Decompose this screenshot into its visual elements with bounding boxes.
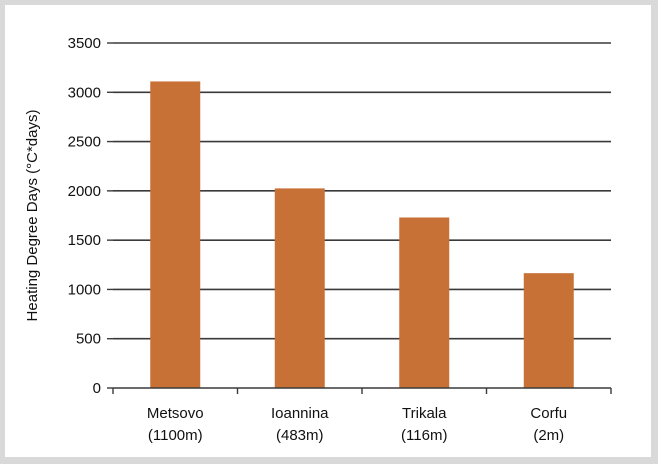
x-sublabel-corfu: (2m) bbox=[533, 427, 564, 444]
y-tick-label-1500: 1500 bbox=[68, 232, 101, 249]
y-axis-ticks: 0 500 1000 1500 2000 2500 3000 3500 bbox=[68, 35, 113, 397]
chart-frame: 0 500 1000 1500 2000 2500 3000 3500 Metsovo (110… bbox=[5, 5, 651, 457]
bar-trikala bbox=[399, 217, 450, 388]
x-sublabel-trikala: (116m) bbox=[401, 427, 447, 444]
bar-chart: 0 500 1000 1500 2000 2500 3000 3500 Metsovo (110… bbox=[24, 35, 612, 444]
bars bbox=[150, 81, 574, 388]
bar-ioannina bbox=[274, 188, 325, 388]
x-label-corfu: Corfu bbox=[530, 405, 567, 422]
x-label-metsovo: Metsovo bbox=[147, 405, 204, 422]
y-tick-label-500: 500 bbox=[76, 331, 101, 348]
x-axis bbox=[112, 387, 612, 394]
x-sublabel-ioannina: (483m) bbox=[276, 427, 324, 444]
bar-corfu bbox=[523, 273, 574, 388]
x-sublabel-metsovo: (1100m) bbox=[148, 427, 203, 444]
y-tick-label-3000: 3000 bbox=[68, 84, 101, 101]
y-tick-label-2000: 2000 bbox=[68, 183, 101, 200]
bar-metsovo bbox=[150, 81, 201, 388]
y-tick-label-3500: 3500 bbox=[68, 35, 101, 52]
y-tick-label-0: 0 bbox=[93, 380, 101, 397]
x-label-ioannina: Ioannina bbox=[271, 405, 329, 422]
y-tick-label-2500: 2500 bbox=[68, 134, 101, 151]
x-label-trikala: Trikala bbox=[402, 405, 447, 422]
y-tick-label-1000: 1000 bbox=[68, 281, 101, 298]
y-axis-title: Heating Degree Days (°C*days) bbox=[24, 110, 41, 322]
x-axis-labels: Metsovo (1100m) Ioannina (483m) Trikala (116m… bbox=[147, 405, 567, 444]
